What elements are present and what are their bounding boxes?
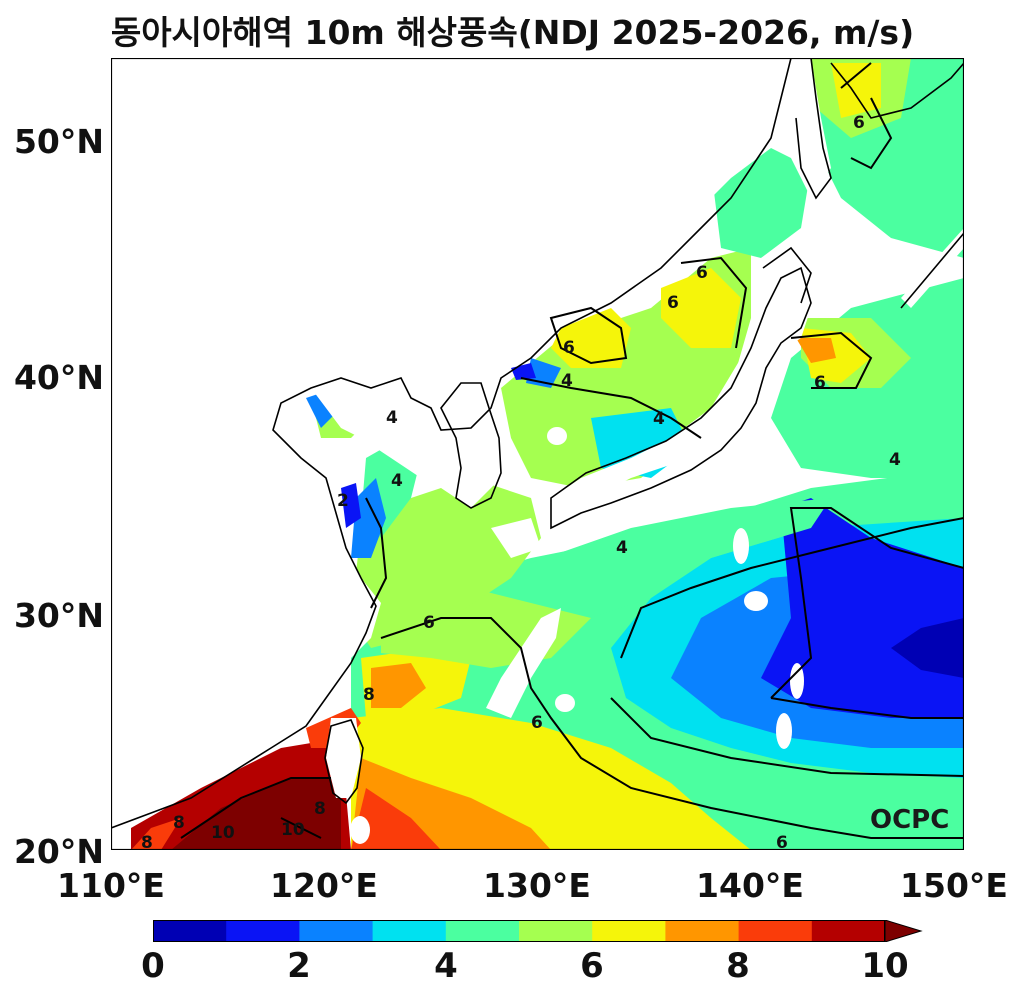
colorbar-label: 4 <box>434 946 458 986</box>
contour-label: 4 <box>616 538 628 558</box>
coastlines <box>111 58 964 829</box>
contour-label: 4 <box>386 408 398 428</box>
contour-label: 6 <box>853 113 865 133</box>
colorbar-segments <box>153 920 923 942</box>
lat-label: 20°N <box>13 832 104 871</box>
lon-label: 130°E <box>483 866 591 905</box>
contour-label: 6 <box>531 713 543 733</box>
contour-label: 8 <box>173 813 185 833</box>
land-masks <box>111 58 964 844</box>
lat-label: 30°N <box>13 596 104 635</box>
contour-label: 4 <box>561 371 573 391</box>
colorbar-segment <box>738 920 813 942</box>
contour-label: 4 <box>391 471 403 491</box>
lon-label: 150°E <box>900 866 1008 905</box>
colorbar-segment <box>153 920 227 942</box>
contour-label: 8 <box>141 833 153 850</box>
colorbar-segment <box>665 920 740 942</box>
contour-label: 6 <box>814 373 826 393</box>
colorbar-segment <box>811 920 886 942</box>
contour-label: 2 <box>337 491 349 511</box>
wind-speed-map: 2 4 4 4 4 4 4 6 6 6 6 6 6 6 6 8 8 8 8 10… <box>111 58 964 850</box>
colorbar-label: 10 <box>861 946 909 986</box>
contour-label: 6 <box>423 613 435 633</box>
contour-label: 4 <box>653 409 665 429</box>
contour-label: 8 <box>363 685 375 705</box>
contour-label: 10 <box>281 820 305 840</box>
colorbar-label: 8 <box>726 946 750 986</box>
contour-label: 6 <box>776 833 788 850</box>
lon-label: 120°E <box>270 866 378 905</box>
contour-label: 10 <box>211 823 235 843</box>
contour-label-group: 2 4 4 4 4 4 4 6 6 6 6 6 6 6 6 8 8 8 8 10… <box>141 113 901 850</box>
colorbar <box>153 920 923 942</box>
colorbar-segment <box>592 920 666 942</box>
contour-label: 6 <box>696 263 708 283</box>
ocpc-watermark: OCPC <box>870 805 950 835</box>
contour-lines <box>180 62 964 839</box>
colorbar-segment <box>445 920 520 942</box>
map-frame <box>111 58 964 850</box>
colorbar-label: 6 <box>580 946 604 986</box>
lon-label: 140°E <box>696 866 804 905</box>
colorbar-segment <box>519 920 593 942</box>
lat-label: 50°N <box>13 122 104 161</box>
contour-label: 6 <box>563 338 575 358</box>
colorbar-frame <box>153 920 885 942</box>
map-title: 동아시아해역 10m 해상풍속(NDJ 2025-2026, m/s) <box>110 13 915 52</box>
lon-label: 110°E <box>57 866 165 905</box>
contour-label: 4 <box>889 450 901 470</box>
colorbar-segment <box>299 920 374 942</box>
contour-label: 6 <box>667 293 679 313</box>
contour-label: 8 <box>314 799 326 819</box>
colorbar-extend-arrow <box>884 920 923 942</box>
colorbar-label: 2 <box>287 946 311 986</box>
colorbar-segment <box>372 920 447 942</box>
colorbar-label: 0 <box>141 946 165 986</box>
lat-label: 40°N <box>13 358 104 397</box>
colorbar-segment <box>226 920 300 942</box>
